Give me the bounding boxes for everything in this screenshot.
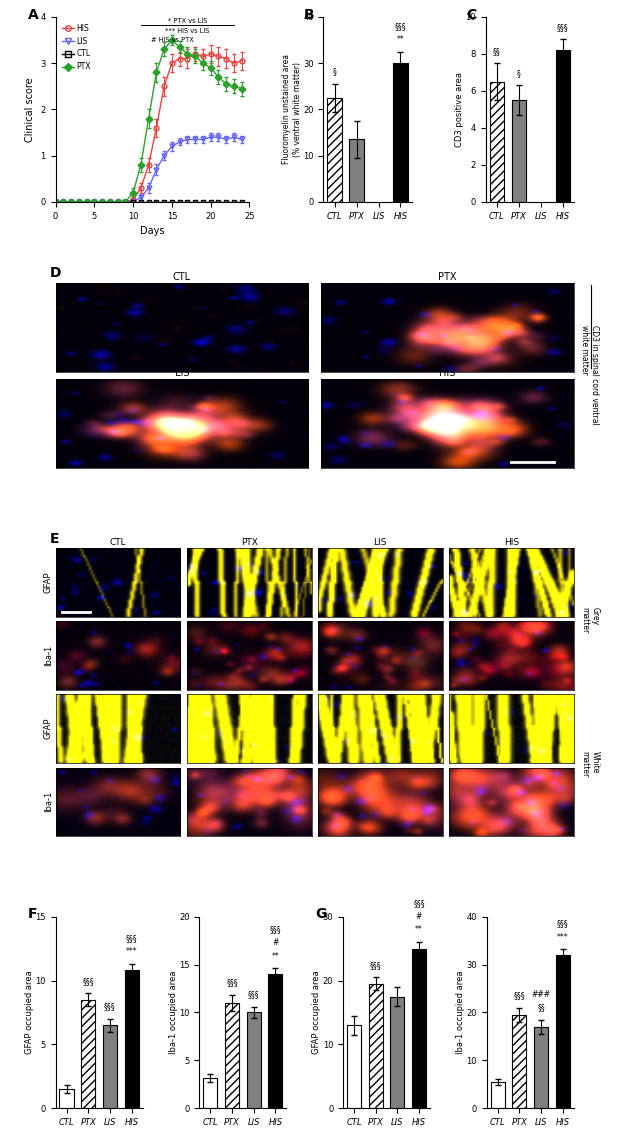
Text: ***: *** <box>557 933 569 941</box>
Y-axis label: Iba-1: Iba-1 <box>44 645 52 666</box>
Bar <box>511 101 526 202</box>
Text: §§§: §§§ <box>248 990 260 999</box>
Text: §§§: §§§ <box>226 978 238 987</box>
Text: §§§: §§§ <box>126 934 138 943</box>
Text: F: F <box>28 907 37 921</box>
Text: # HIS vs PTX: # HIS vs PTX <box>151 37 193 43</box>
Bar <box>391 996 404 1108</box>
Title: PTX: PTX <box>241 538 257 547</box>
Y-axis label: Iba-1 occupied area: Iba-1 occupied area <box>456 970 465 1054</box>
Bar <box>81 1000 95 1108</box>
Text: ***: *** <box>126 948 138 956</box>
Text: §: § <box>517 69 521 78</box>
Text: §§§: §§§ <box>513 991 525 1000</box>
Text: §§§: §§§ <box>557 23 568 32</box>
Text: §: § <box>333 68 336 77</box>
Text: *** HIS vs LIS: *** HIS vs LIS <box>165 27 210 34</box>
Y-axis label: Iba-1: Iba-1 <box>44 791 52 812</box>
Bar <box>59 1089 73 1108</box>
Text: §§: §§ <box>537 1003 545 1012</box>
Title: PTX: PTX <box>438 271 457 282</box>
Text: §§§: §§§ <box>557 920 569 929</box>
Text: #: # <box>272 939 278 948</box>
Text: B: B <box>304 8 315 21</box>
Legend: HIS, LIS, CTL, PTX: HIS, LIS, CTL, PTX <box>59 20 94 75</box>
Bar <box>203 1078 217 1108</box>
Text: §§§: §§§ <box>370 960 381 969</box>
Text: C: C <box>466 8 476 21</box>
Bar <box>368 984 383 1108</box>
Bar <box>534 1027 548 1108</box>
Text: #: # <box>416 912 422 921</box>
Text: A: A <box>28 8 39 21</box>
Bar <box>347 1026 361 1108</box>
Title: CTL: CTL <box>173 271 191 282</box>
Bar <box>412 949 426 1108</box>
X-axis label: Days: Days <box>140 226 165 236</box>
Title: CTL: CTL <box>110 538 126 547</box>
Y-axis label: Clinical score: Clinical score <box>25 77 35 141</box>
Text: CD3 in spinal cord ventral
white matter: CD3 in spinal cord ventral white matter <box>580 326 599 425</box>
Text: G: G <box>315 907 326 921</box>
Text: White
matter: White matter <box>580 751 599 777</box>
Title: HIS: HIS <box>504 538 519 547</box>
Bar <box>103 1026 117 1108</box>
Text: §§§: §§§ <box>83 977 94 985</box>
Y-axis label: GFAP: GFAP <box>44 571 52 593</box>
Y-axis label: GFAP occupied area: GFAP occupied area <box>25 970 34 1054</box>
Title: LIS: LIS <box>175 368 189 378</box>
Y-axis label: GFAP occupied area: GFAP occupied area <box>312 970 321 1054</box>
Bar <box>247 1012 261 1108</box>
Text: §§§: §§§ <box>395 23 407 32</box>
Y-axis label: Iba-1 occupied area: Iba-1 occupied area <box>168 970 178 1054</box>
Y-axis label: GFAP: GFAP <box>44 718 52 740</box>
Title: LIS: LIS <box>373 538 387 547</box>
Text: * PTX vs LIS: * PTX vs LIS <box>168 18 207 25</box>
Bar <box>512 1015 526 1108</box>
Bar <box>225 1003 239 1108</box>
Bar <box>490 81 504 202</box>
Bar <box>349 139 363 202</box>
Y-axis label: CD3 positive area: CD3 positive area <box>455 72 464 147</box>
Text: §§§: §§§ <box>270 925 281 934</box>
Text: **: ** <box>271 951 280 960</box>
Text: ###: ### <box>531 990 550 999</box>
Text: Grey
matter: Grey matter <box>580 607 599 633</box>
Bar <box>491 1082 505 1108</box>
Bar <box>328 98 342 202</box>
Text: D: D <box>49 266 61 280</box>
Title: HIS: HIS <box>439 368 455 378</box>
Bar <box>268 974 283 1108</box>
Bar <box>125 970 139 1108</box>
Bar <box>556 955 570 1108</box>
Text: **: ** <box>415 925 423 934</box>
Text: §§§: §§§ <box>104 1002 116 1011</box>
Y-axis label: Fluoromyelin unstained area
(% ventral white matter): Fluoromyelin unstained area (% ventral w… <box>283 54 302 164</box>
Text: **: ** <box>397 35 404 44</box>
Text: E: E <box>49 532 59 546</box>
Text: §§§: §§§ <box>413 899 425 908</box>
Bar <box>555 50 570 202</box>
Bar <box>394 63 408 202</box>
Text: §§: §§ <box>493 46 500 55</box>
